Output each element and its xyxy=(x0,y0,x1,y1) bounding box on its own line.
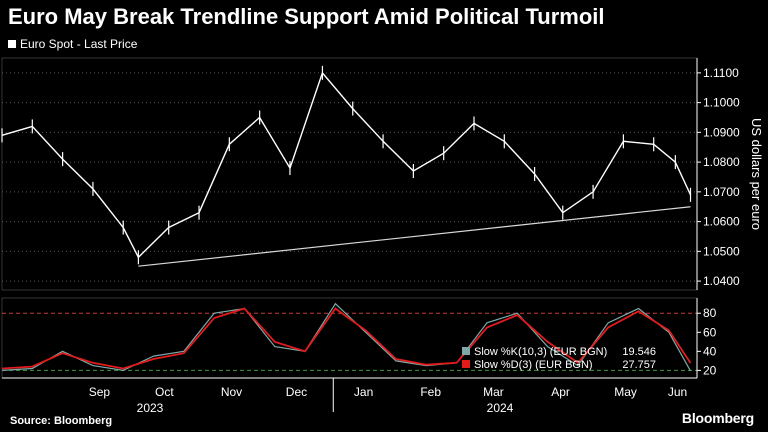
price-y-tick-label: 1.0800 xyxy=(703,155,740,169)
x-tick-label: Oct xyxy=(155,385,174,399)
osc-y-tick-label: 80 xyxy=(703,306,717,320)
x-tick-label: Dec xyxy=(286,385,307,399)
slow-k-line xyxy=(1,302,692,372)
osc-y-tick-label: 60 xyxy=(703,325,717,339)
price-legend-swatch xyxy=(8,40,16,48)
bloomberg-logo: Bloomberg xyxy=(681,410,754,426)
x-tick-label: Apr xyxy=(551,385,570,399)
x-tick-label: Jun xyxy=(668,385,687,399)
slow-d-line xyxy=(1,307,692,370)
trendline xyxy=(138,206,691,267)
price-y-tick-label: 1.0700 xyxy=(703,185,740,199)
slow-d-last-value: 27.757 xyxy=(622,359,656,371)
price-series-line xyxy=(1,71,692,259)
price-y-tick-label: 1.1100 xyxy=(703,66,739,80)
slow-d-legend-label: Slow %D(3) (EUR BGN) xyxy=(474,359,593,371)
x-tick-label: Nov xyxy=(221,385,242,399)
osc-y-tick-label: 20 xyxy=(703,363,717,377)
price-y-tick-label: 1.0900 xyxy=(703,125,740,139)
price-panel-frame xyxy=(1,57,698,291)
slow-k-legend-label: Slow %K(10,3) (EUR BGN) xyxy=(474,346,607,358)
x-tick-label: Mar xyxy=(483,385,504,399)
price-y-tick-label: 1.0600 xyxy=(703,215,740,229)
osc-y-tick-label: 40 xyxy=(703,344,717,358)
price-legend: Euro Spot - Last Price xyxy=(8,37,137,51)
x-tick-label: May xyxy=(614,385,637,399)
x-tick-label: Jan xyxy=(354,385,373,399)
price-y-tick-label: 1.1000 xyxy=(703,96,740,110)
x-axis: Sep Oct Nov Dec Jan Feb Mar Apr May Jun 2023 2024 xyxy=(2,377,697,415)
price-panel: 1.0400 1.0500 1.0600 1.0700 1.0800 1.0900 1.10… xyxy=(1,57,764,291)
price-legend-label: Euro Spot - Last Price xyxy=(20,37,138,51)
slow-k-swatch xyxy=(462,347,470,355)
year-label-2024: 2024 xyxy=(487,401,514,415)
year-label-2023: 2023 xyxy=(137,401,164,415)
x-tick-label: Sep xyxy=(89,385,111,399)
slow-d-swatch xyxy=(462,360,470,368)
oscillator-panel: 20 40 60 80 Slow %K(10,3) (EUR BGN) 19.546 Slo… xyxy=(1,297,717,379)
price-y-tick-label: 1.0500 xyxy=(703,244,740,258)
source-note: Source: Bloomberg xyxy=(10,415,113,427)
x-tick-label: Feb xyxy=(420,385,441,399)
slow-k-last-value: 19.546 xyxy=(622,346,656,358)
chart-title: Euro May Break Trendline Support Amid Po… xyxy=(8,4,605,29)
price-y-tick-label: 1.0400 xyxy=(703,274,740,288)
price-y-axis-label: US dollars per euro xyxy=(749,118,764,230)
